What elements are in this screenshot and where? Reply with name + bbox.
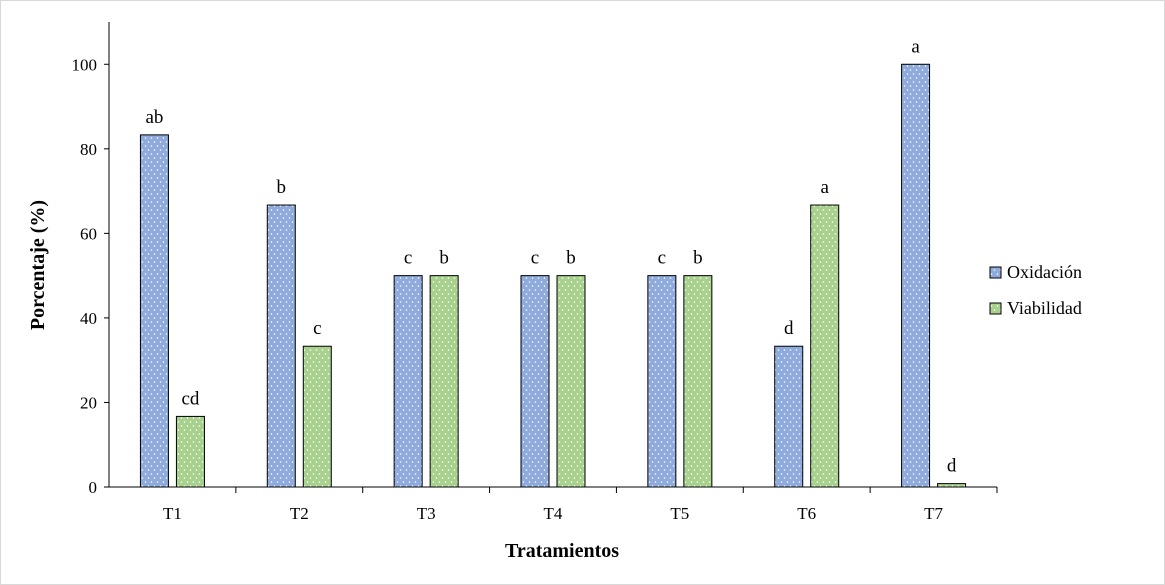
significance-label-oxidación-t7: a [911,36,920,57]
significance-label-viabilidad-t5: b [693,248,703,269]
bar-viabilidad-t1 [175,415,205,488]
bar-viabilidad-t3 [429,275,459,488]
significance-label-viabilidad-t3: b [439,248,449,269]
bar-oxidación-t5 [647,275,677,488]
x-tick-label: T6 [797,504,816,523]
bar-oxidación-t4 [520,275,550,488]
significance-label-oxidación-t3: c [404,248,412,269]
bar-viabilidad-t2 [302,345,332,488]
axes-layer: T1 T2 T3 T4 T5 T6 T7 0 20 40 60 80 100 [72,22,998,523]
y-tick-label: 80 [80,140,97,159]
bars-layer [139,63,967,488]
bar-viabilidad-t7 [937,483,967,488]
y-axis-title: Porcentaje (%) [27,200,49,330]
significance-label-oxidación-t5: c [658,248,666,269]
significance-label-viabilidad-t6: a [820,177,829,198]
significance-label-oxidación-t1: ab [145,107,163,128]
x-tick-label: T5 [670,504,689,523]
y-tick-label: 100 [72,55,98,74]
legend-label-oxidación: Oxidación [1007,262,1082,282]
significance-label-viabilidad-t1: cd [181,388,199,409]
y-tick-label: 0 [89,478,98,497]
significance-label-oxidación-t4: c [531,248,539,269]
significance-label-viabilidad-t4: b [566,248,576,269]
bar-oxidación-t3 [393,275,423,488]
x-tick-label: T2 [290,504,309,523]
bar-oxidación-t6 [774,345,804,488]
significance-label-viabilidad-t2: c [313,318,321,339]
legend-swatch-oxidación [989,266,1002,279]
labels-layer: ab cd b c c b c b c b d a a d [145,36,956,476]
y-tick-label: 20 [80,393,97,412]
bar-oxidación-t2 [266,204,296,488]
legend-swatch-viabilidad [989,302,1002,315]
significance-label-oxidación-t6: d [784,318,794,339]
x-tick-label: T1 [163,504,182,523]
y-tick-label: 40 [80,309,97,328]
y-tick-label: 60 [80,224,97,243]
bar-viabilidad-t5 [683,275,713,488]
bar-viabilidad-t6 [810,204,840,488]
x-axis-title: Tratamientos [505,540,619,562]
x-tick-label: T4 [544,504,563,523]
legend-label-viabilidad: Viabilidad [1007,298,1082,318]
x-tick-label: T7 [924,504,943,523]
legend: Oxidación Viabilidad [989,262,1082,318]
significance-label-viabilidad-t7: d [947,456,957,477]
bar-oxidación-t7 [901,63,931,488]
significance-label-oxidación-t2: b [277,177,287,198]
bar-viabilidad-t4 [556,275,586,488]
bar-oxidación-t1 [139,134,169,488]
x-tick-label: T3 [417,504,436,523]
